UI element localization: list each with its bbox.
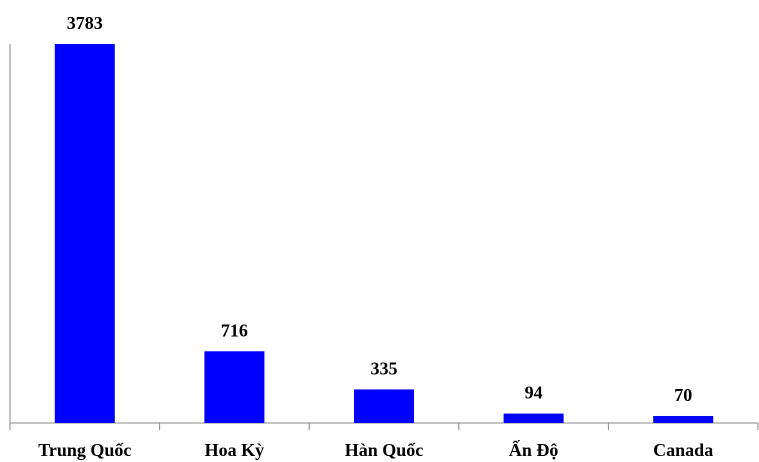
value-label: 94 (525, 383, 543, 403)
value-label: 3783 (67, 13, 103, 33)
bar (354, 389, 414, 423)
bar (503, 413, 564, 423)
bar (54, 44, 115, 423)
x-tick-label: Trung Quốc (38, 440, 131, 460)
x-tick-label: Canada (653, 440, 713, 460)
value-label: 70 (674, 385, 692, 405)
x-tick-label: Hoa Kỳ (205, 440, 265, 460)
bar (204, 351, 265, 423)
value-label: 335 (371, 359, 398, 379)
value-label: 716 (221, 320, 248, 340)
x-tick-label: Ấn Độ (509, 439, 559, 460)
bar (653, 415, 714, 423)
x-tick-label: Hàn Quốc (345, 440, 424, 460)
